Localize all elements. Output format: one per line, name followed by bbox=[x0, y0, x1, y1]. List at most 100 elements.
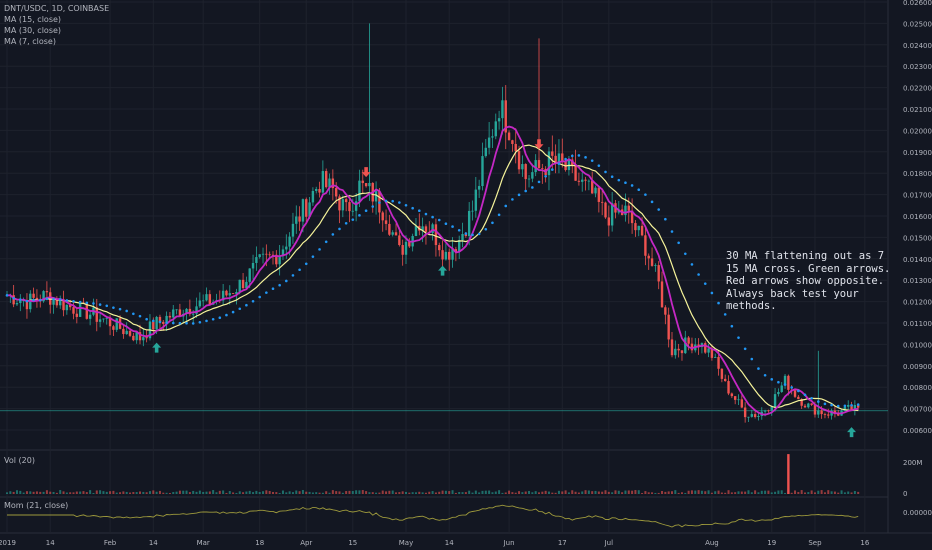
ma30-dot bbox=[477, 232, 481, 236]
ma30-dot bbox=[118, 307, 122, 311]
volume-bar bbox=[175, 491, 178, 494]
volume-bar bbox=[75, 491, 78, 494]
ma30-dot bbox=[730, 324, 734, 328]
ma30-dot bbox=[590, 159, 594, 162]
ma30-label[interactable]: MA (30, close) bbox=[4, 26, 62, 35]
volume-bar bbox=[431, 491, 434, 494]
momentum-label[interactable]: Mom (21, close) bbox=[4, 501, 69, 510]
ma30-dot bbox=[630, 184, 634, 187]
candle-body bbox=[541, 168, 544, 169]
volume-bar bbox=[22, 492, 25, 494]
volume-bar bbox=[687, 490, 690, 494]
ma30-dot bbox=[178, 321, 182, 325]
volume-bar bbox=[268, 490, 271, 494]
ma30-dot bbox=[444, 222, 448, 225]
volume-bar bbox=[631, 490, 634, 494]
candle-body bbox=[783, 375, 787, 386]
volume-bar bbox=[637, 490, 640, 494]
ma15-label[interactable]: MA (15, close) bbox=[4, 15, 62, 24]
red-down-arrow bbox=[361, 167, 371, 178]
candle-body bbox=[59, 299, 62, 306]
volume-bar bbox=[155, 491, 158, 494]
volume-bar bbox=[667, 491, 670, 494]
volume-bar bbox=[148, 491, 151, 494]
volume-bar bbox=[129, 492, 132, 494]
volume-bar bbox=[857, 491, 860, 494]
ma30-dot bbox=[105, 304, 109, 308]
volume-bar bbox=[690, 490, 693, 494]
candle-body bbox=[464, 233, 468, 237]
volume-tick-label: 0 bbox=[903, 490, 907, 498]
volume-bar bbox=[228, 491, 231, 494]
ma30-dot bbox=[291, 274, 295, 277]
candle-body bbox=[820, 410, 823, 415]
candle-body bbox=[424, 226, 428, 232]
candle-body bbox=[65, 304, 69, 311]
ma30-dot bbox=[19, 298, 22, 301]
ma30-dot bbox=[690, 263, 694, 266]
volume-bar bbox=[521, 492, 524, 494]
ma30-dot bbox=[398, 201, 401, 204]
volume-bar bbox=[375, 492, 378, 494]
candle-body bbox=[724, 378, 727, 382]
candle-body bbox=[344, 199, 348, 203]
candle-body bbox=[108, 318, 112, 327]
volume-bar bbox=[554, 492, 557, 494]
volume-bar bbox=[348, 490, 351, 494]
candle-body bbox=[318, 188, 321, 193]
volume-bar bbox=[135, 492, 138, 494]
candle-body bbox=[610, 203, 614, 226]
ma30-dot bbox=[531, 186, 534, 189]
candle-body bbox=[793, 390, 797, 397]
candle-body bbox=[591, 180, 594, 194]
candle-body bbox=[142, 337, 145, 341]
candle-body bbox=[717, 357, 720, 369]
candle-body bbox=[298, 216, 301, 222]
volume-bar bbox=[528, 490, 531, 494]
volume-bar bbox=[408, 492, 411, 494]
candle-body bbox=[704, 343, 707, 353]
candle-body bbox=[680, 350, 684, 354]
candle-body bbox=[165, 315, 168, 324]
volume-bar bbox=[484, 490, 487, 494]
volume-label[interactable]: Vol (20) bbox=[4, 456, 35, 465]
ma15-line bbox=[6, 144, 859, 412]
candle-body bbox=[305, 199, 308, 217]
candle-body bbox=[747, 416, 750, 418]
ma30-dot bbox=[697, 273, 700, 276]
candle-body bbox=[49, 292, 52, 305]
candle-body bbox=[823, 414, 827, 415]
volume-bar bbox=[368, 492, 371, 494]
volume-bar bbox=[444, 490, 447, 494]
candle-body bbox=[358, 180, 361, 202]
time-tick-label: Feb bbox=[104, 539, 117, 547]
candle-body bbox=[574, 164, 577, 181]
ma30-dot bbox=[830, 403, 833, 407]
time-tick-label: 14 bbox=[445, 539, 454, 547]
volume-bar bbox=[597, 491, 600, 494]
volume-bar bbox=[454, 492, 457, 494]
candle-body bbox=[128, 330, 132, 336]
candle-body bbox=[730, 393, 734, 397]
volume-bar bbox=[494, 491, 497, 494]
volume-bar bbox=[291, 492, 294, 494]
volume-bar bbox=[853, 491, 856, 494]
volume-bar bbox=[421, 492, 424, 494]
green-up-arrow bbox=[438, 265, 448, 276]
volume-bar bbox=[654, 492, 657, 494]
volume-bar bbox=[770, 492, 773, 494]
ma30-dot bbox=[258, 295, 262, 299]
volume-bar bbox=[684, 492, 687, 494]
candle-body bbox=[773, 394, 777, 407]
volume-bar bbox=[281, 490, 284, 494]
price-tick-label: 0.026000 bbox=[903, 0, 932, 7]
volume-bar bbox=[564, 490, 567, 494]
symbol-label: DNT/USDC, 1D, COINBASE bbox=[4, 4, 110, 13]
ma30-dot bbox=[324, 240, 328, 244]
ma7-label[interactable]: MA (7, close) bbox=[4, 37, 56, 46]
volume-bar bbox=[69, 492, 72, 494]
candle-body bbox=[843, 406, 847, 411]
